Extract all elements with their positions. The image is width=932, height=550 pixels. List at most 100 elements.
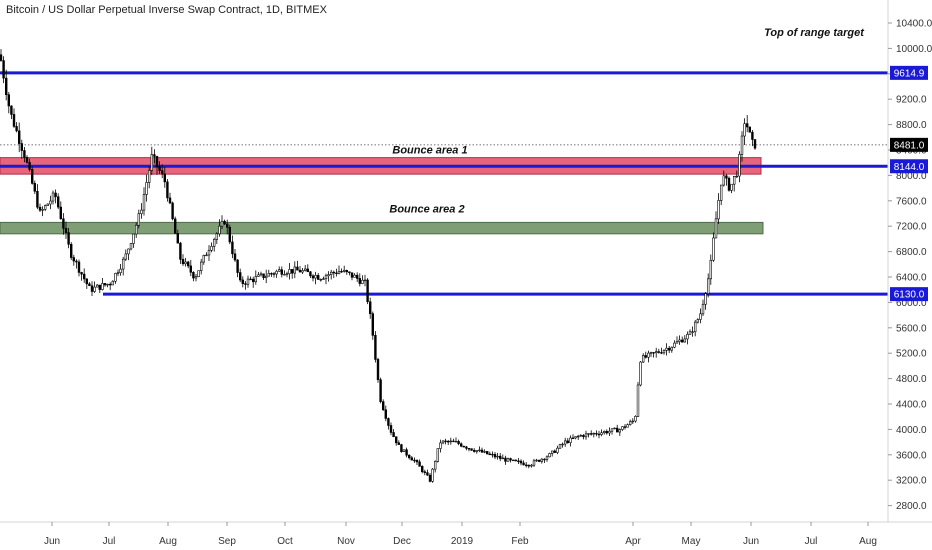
candle-body bbox=[25, 157, 29, 163]
bounce-area-2-label: Bounce area 2 bbox=[389, 203, 464, 215]
candle-body bbox=[132, 233, 135, 244]
candle bbox=[649, 351, 653, 357]
candle bbox=[88, 282, 91, 287]
candle bbox=[574, 436, 577, 440]
candle bbox=[610, 428, 614, 435]
candle-body bbox=[719, 184, 723, 201]
support-low-badge-text: 6130.0 bbox=[894, 290, 925, 301]
candle-body bbox=[187, 261, 190, 267]
candle-body bbox=[753, 139, 757, 149]
candle bbox=[17, 122, 21, 153]
candle-body bbox=[680, 339, 684, 343]
candle-body bbox=[228, 227, 231, 243]
candle-body bbox=[176, 233, 179, 244]
candle bbox=[314, 271, 317, 285]
candle bbox=[171, 201, 174, 221]
candle bbox=[537, 459, 541, 463]
candle bbox=[556, 445, 559, 455]
candle-body bbox=[103, 283, 107, 286]
candle bbox=[569, 435, 572, 447]
candle-body bbox=[506, 458, 510, 462]
candle bbox=[701, 299, 705, 316]
candle bbox=[452, 438, 455, 443]
candle-body bbox=[90, 285, 94, 292]
candle bbox=[7, 92, 11, 114]
candle bbox=[246, 275, 250, 288]
candle bbox=[563, 437, 567, 447]
candle-body bbox=[101, 283, 104, 290]
candle-body bbox=[114, 272, 117, 282]
candle bbox=[142, 187, 146, 216]
candle bbox=[654, 347, 658, 358]
candle-body bbox=[418, 461, 421, 467]
candle-body bbox=[249, 278, 252, 281]
candle bbox=[410, 455, 413, 461]
candle-body bbox=[337, 270, 341, 274]
candle-body bbox=[465, 446, 468, 449]
candle bbox=[667, 345, 671, 354]
candle bbox=[524, 462, 528, 468]
candle-body bbox=[329, 271, 333, 275]
candle bbox=[623, 424, 627, 430]
candle-body bbox=[540, 458, 544, 462]
candle bbox=[210, 242, 213, 253]
candle bbox=[566, 437, 570, 444]
candle-body bbox=[636, 384, 640, 417]
bounce-area-2-zone bbox=[0, 221, 764, 235]
candle-body bbox=[239, 272, 242, 281]
candle-body bbox=[407, 454, 411, 459]
candle bbox=[483, 449, 486, 454]
candle bbox=[527, 464, 531, 469]
candle bbox=[101, 277, 104, 291]
candle-body bbox=[563, 440, 567, 445]
candle-body bbox=[88, 283, 91, 287]
candle-body bbox=[561, 443, 564, 446]
candle-body bbox=[179, 242, 182, 260]
candle-body bbox=[311, 275, 315, 279]
x-tick-label: Dec bbox=[393, 536, 411, 547]
candle bbox=[730, 183, 733, 194]
candle-body bbox=[270, 273, 273, 275]
candle bbox=[660, 347, 663, 355]
candle-body bbox=[257, 274, 260, 277]
candle bbox=[342, 265, 346, 273]
candle-body bbox=[298, 269, 302, 273]
chart-title: Bitcoin / US Dollar Perpetual Inverse Sw… bbox=[6, 4, 327, 16]
candle bbox=[717, 193, 720, 225]
support-high-badge bbox=[890, 159, 928, 174]
candle bbox=[150, 146, 153, 176]
candle-body bbox=[623, 426, 627, 428]
candle-body bbox=[548, 453, 551, 458]
candle-body bbox=[75, 260, 78, 263]
candle bbox=[179, 241, 182, 264]
candle bbox=[496, 452, 499, 460]
candle bbox=[293, 261, 296, 279]
candle bbox=[335, 268, 338, 277]
candle-body bbox=[631, 420, 635, 423]
candle bbox=[345, 269, 348, 275]
candle-body bbox=[353, 274, 356, 278]
candle bbox=[311, 274, 315, 282]
candle-body bbox=[553, 450, 557, 453]
candle bbox=[678, 335, 681, 345]
candle-body bbox=[475, 450, 478, 452]
candle bbox=[249, 276, 252, 281]
candle bbox=[439, 439, 442, 453]
candle bbox=[644, 351, 648, 359]
candle-body bbox=[449, 440, 452, 443]
candle bbox=[119, 263, 122, 276]
candle bbox=[420, 465, 424, 474]
candle bbox=[12, 108, 16, 128]
candle bbox=[628, 419, 632, 426]
candle bbox=[25, 155, 29, 164]
candle-layer bbox=[0, 49, 757, 483]
candle bbox=[397, 440, 400, 445]
candle bbox=[553, 449, 557, 453]
x-tick-label: 2019 bbox=[451, 536, 474, 547]
candle bbox=[106, 283, 109, 288]
candle bbox=[647, 350, 650, 363]
candle-body bbox=[717, 200, 720, 220]
candle bbox=[722, 170, 726, 187]
candle-body bbox=[537, 459, 541, 462]
